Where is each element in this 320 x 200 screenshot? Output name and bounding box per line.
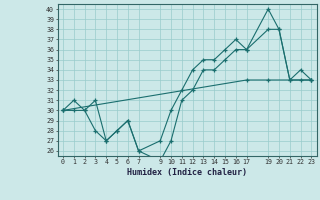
X-axis label: Humidex (Indice chaleur): Humidex (Indice chaleur) [127, 168, 247, 177]
